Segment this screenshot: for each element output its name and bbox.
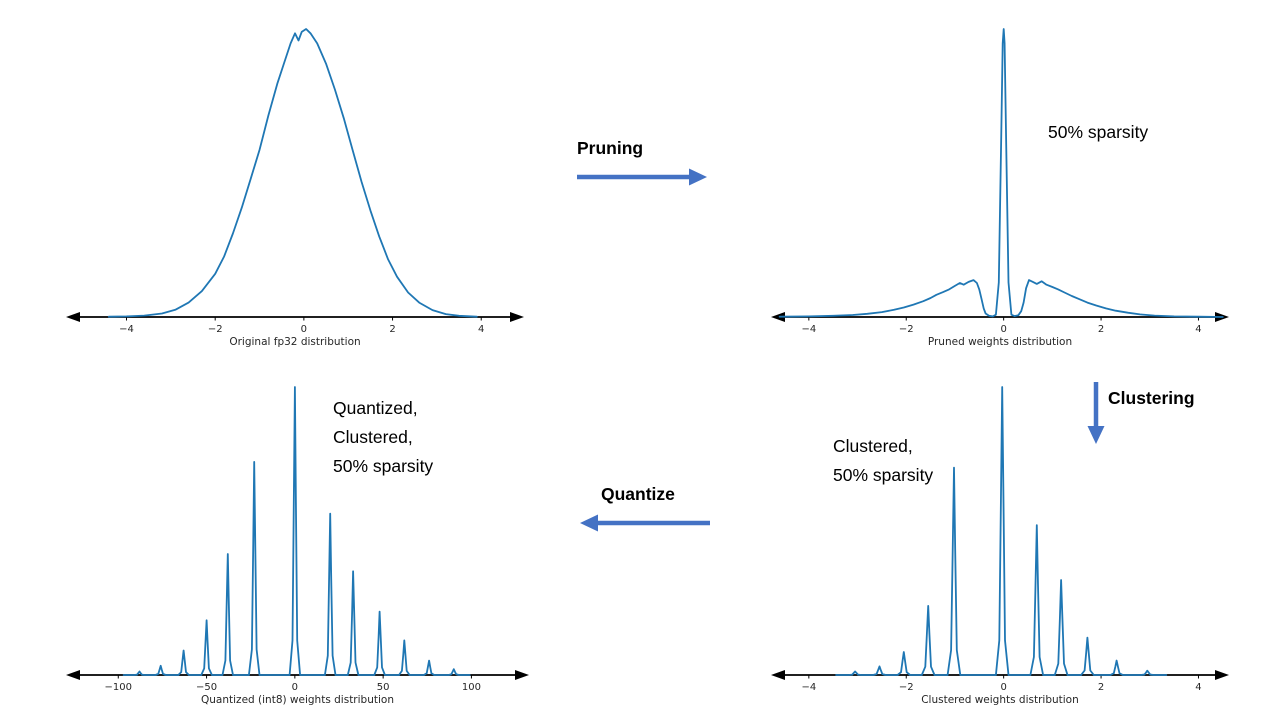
tick-label: 2 <box>1098 324 1104 335</box>
clustered-sparsity-label: Clustered, 50% sparsity <box>833 432 933 490</box>
annotation-line: 50% sparsity <box>833 465 934 485</box>
axis-arrowhead-left <box>66 312 80 322</box>
distribution-curve <box>778 28 1224 318</box>
axis-arrowhead-left <box>66 670 80 680</box>
quantize-label: Quantize <box>601 484 675 504</box>
quantize-flow-arrow <box>580 514 710 532</box>
distribution-curve <box>107 28 478 318</box>
axis-title: Clustered weights distribution <box>921 694 1079 706</box>
tick-label: −4 <box>801 682 816 693</box>
axis-arrowhead-right <box>510 312 524 322</box>
tick-label: 4 <box>1195 324 1201 335</box>
tick-label: 2 <box>389 324 395 335</box>
clustered-weights-svg: −4 −2 0 2 4 Clustered weights distribution <box>771 386 1229 706</box>
axis-title: Quantized (int8) weights distribution <box>201 694 394 706</box>
tick-label: 0 <box>1000 682 1006 693</box>
annotation-line: 50% sparsity <box>333 456 434 476</box>
tick-label: −2 <box>899 324 914 335</box>
quantized-int8-weights-svg: −100 −50 0 50 100 Quantized (int8) weights di… <box>66 386 529 706</box>
distribution-curve <box>122 386 471 676</box>
tick-label: −4 <box>801 324 816 335</box>
pruned-weights-svg: −4 −2 0 2 4 Pruned weights distribution <box>771 28 1229 348</box>
pruning-flow-arrow <box>577 168 707 186</box>
axis-title: Pruned weights distribution <box>928 336 1072 348</box>
distribution-curve <box>835 386 1168 676</box>
tick-label: −2 <box>208 324 223 335</box>
sparsity-50-label: 50% sparsity <box>1048 122 1149 142</box>
annotation-line: Clustered, <box>333 427 413 447</box>
pruning-label: Pruning <box>577 138 644 158</box>
chart-clustered-weights: −4 −2 0 2 4 Clustered weights distribution <box>765 373 1235 708</box>
tick-label: 0 <box>292 682 298 693</box>
chart-quantized-int8: −100 −50 0 50 100 Quantized (int8) weights di… <box>60 373 535 708</box>
axis-title: Original fp32 distribution <box>229 336 360 348</box>
tick-label: −2 <box>899 682 914 693</box>
tick-label: 4 <box>1195 682 1201 693</box>
chart-pruned-weights: −4 −2 0 2 4 Pruned weights distribution <box>765 15 1235 350</box>
clustering-label: Clustering <box>1108 388 1195 408</box>
original-fp32-svg: −4 −2 0 2 4 Original fp32 distribution <box>66 28 524 348</box>
chart-original-fp32: −4 −2 0 2 4 Original fp32 distribution <box>60 15 530 350</box>
annotation-line: Clustered, <box>833 436 913 456</box>
annotation-line: Quantized, <box>333 398 418 418</box>
tick-label: 50 <box>377 682 390 693</box>
axis-arrowhead-left <box>771 312 785 322</box>
quantized-clustered-sparsity-label: Quantized, Clustered, 50% sparsity <box>333 394 433 481</box>
tick-label: −4 <box>119 324 134 335</box>
axis-arrowhead-right <box>515 670 529 680</box>
tick-label: 4 <box>478 324 484 335</box>
axis-arrowhead-left <box>771 670 785 680</box>
tick-label: 0 <box>1000 324 1006 335</box>
tick-label: −100 <box>105 682 132 693</box>
tick-label: 2 <box>1098 682 1104 693</box>
axis-arrowhead-right <box>1215 670 1229 680</box>
clustering-flow-arrow <box>1087 382 1105 444</box>
tick-label: 0 <box>301 324 307 335</box>
tick-label: −50 <box>196 682 217 693</box>
tick-label: 100 <box>462 682 481 693</box>
